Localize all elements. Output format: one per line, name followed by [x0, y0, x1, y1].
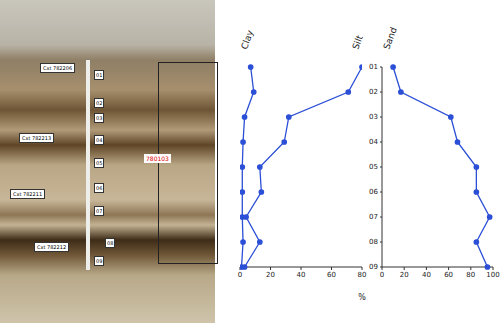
svg-text:80: 80 — [466, 271, 475, 279]
html-text:02: 02 — [96, 100, 103, 106]
svg-text:60: 60 — [327, 271, 336, 279]
html-text:Cxt 782212: Cxt 782212 — [37, 244, 67, 250]
svg-text:20: 20 — [266, 271, 275, 279]
svg-text:05: 05 — [369, 163, 378, 171]
svg-text:01: 01 — [369, 63, 378, 71]
svg-text:0: 0 — [380, 271, 384, 279]
svg-text:Clay: Clay — [239, 28, 255, 50]
svg-text:20: 20 — [400, 271, 409, 279]
svg-text:%: % — [358, 293, 366, 302]
html-text:04: 04 — [96, 137, 103, 143]
html-text:09: 09 — [96, 258, 103, 264]
html-text:05: 05 — [96, 160, 103, 166]
svg-text:04: 04 — [369, 138, 378, 146]
html-text:03: 03 — [96, 115, 103, 121]
html-text:780103: 780103 — [146, 155, 169, 162]
svg-text:07: 07 — [369, 213, 378, 221]
svg-text:40: 40 — [422, 271, 431, 279]
html-text:01: 01 — [96, 72, 103, 78]
svg-text:03: 03 — [369, 113, 378, 121]
html-text:07: 07 — [96, 208, 103, 214]
html-text:08: 08 — [107, 240, 114, 246]
svg-text:Sand: Sand — [382, 26, 399, 51]
svg-text:100: 100 — [486, 271, 492, 279]
html-text:Cxt 782213: Cxt 782213 — [22, 135, 52, 141]
svg-text:08: 08 — [369, 238, 378, 246]
html-text:06: 06 — [96, 185, 103, 191]
html-text:Cxt 782206: Cxt 782206 — [43, 65, 73, 71]
svg-text:0: 0 — [238, 271, 242, 279]
svg-text:02: 02 — [369, 88, 378, 96]
svg-text:40: 40 — [297, 271, 306, 279]
svg-text:09: 09 — [369, 263, 378, 271]
html-text:Cxt 782211: Cxt 782211 — [13, 191, 43, 197]
svg-text:Silt: Silt — [350, 33, 364, 50]
svg-text:06: 06 — [369, 188, 378, 196]
svg-text:80: 80 — [358, 271, 367, 279]
svg-text:60: 60 — [444, 271, 453, 279]
